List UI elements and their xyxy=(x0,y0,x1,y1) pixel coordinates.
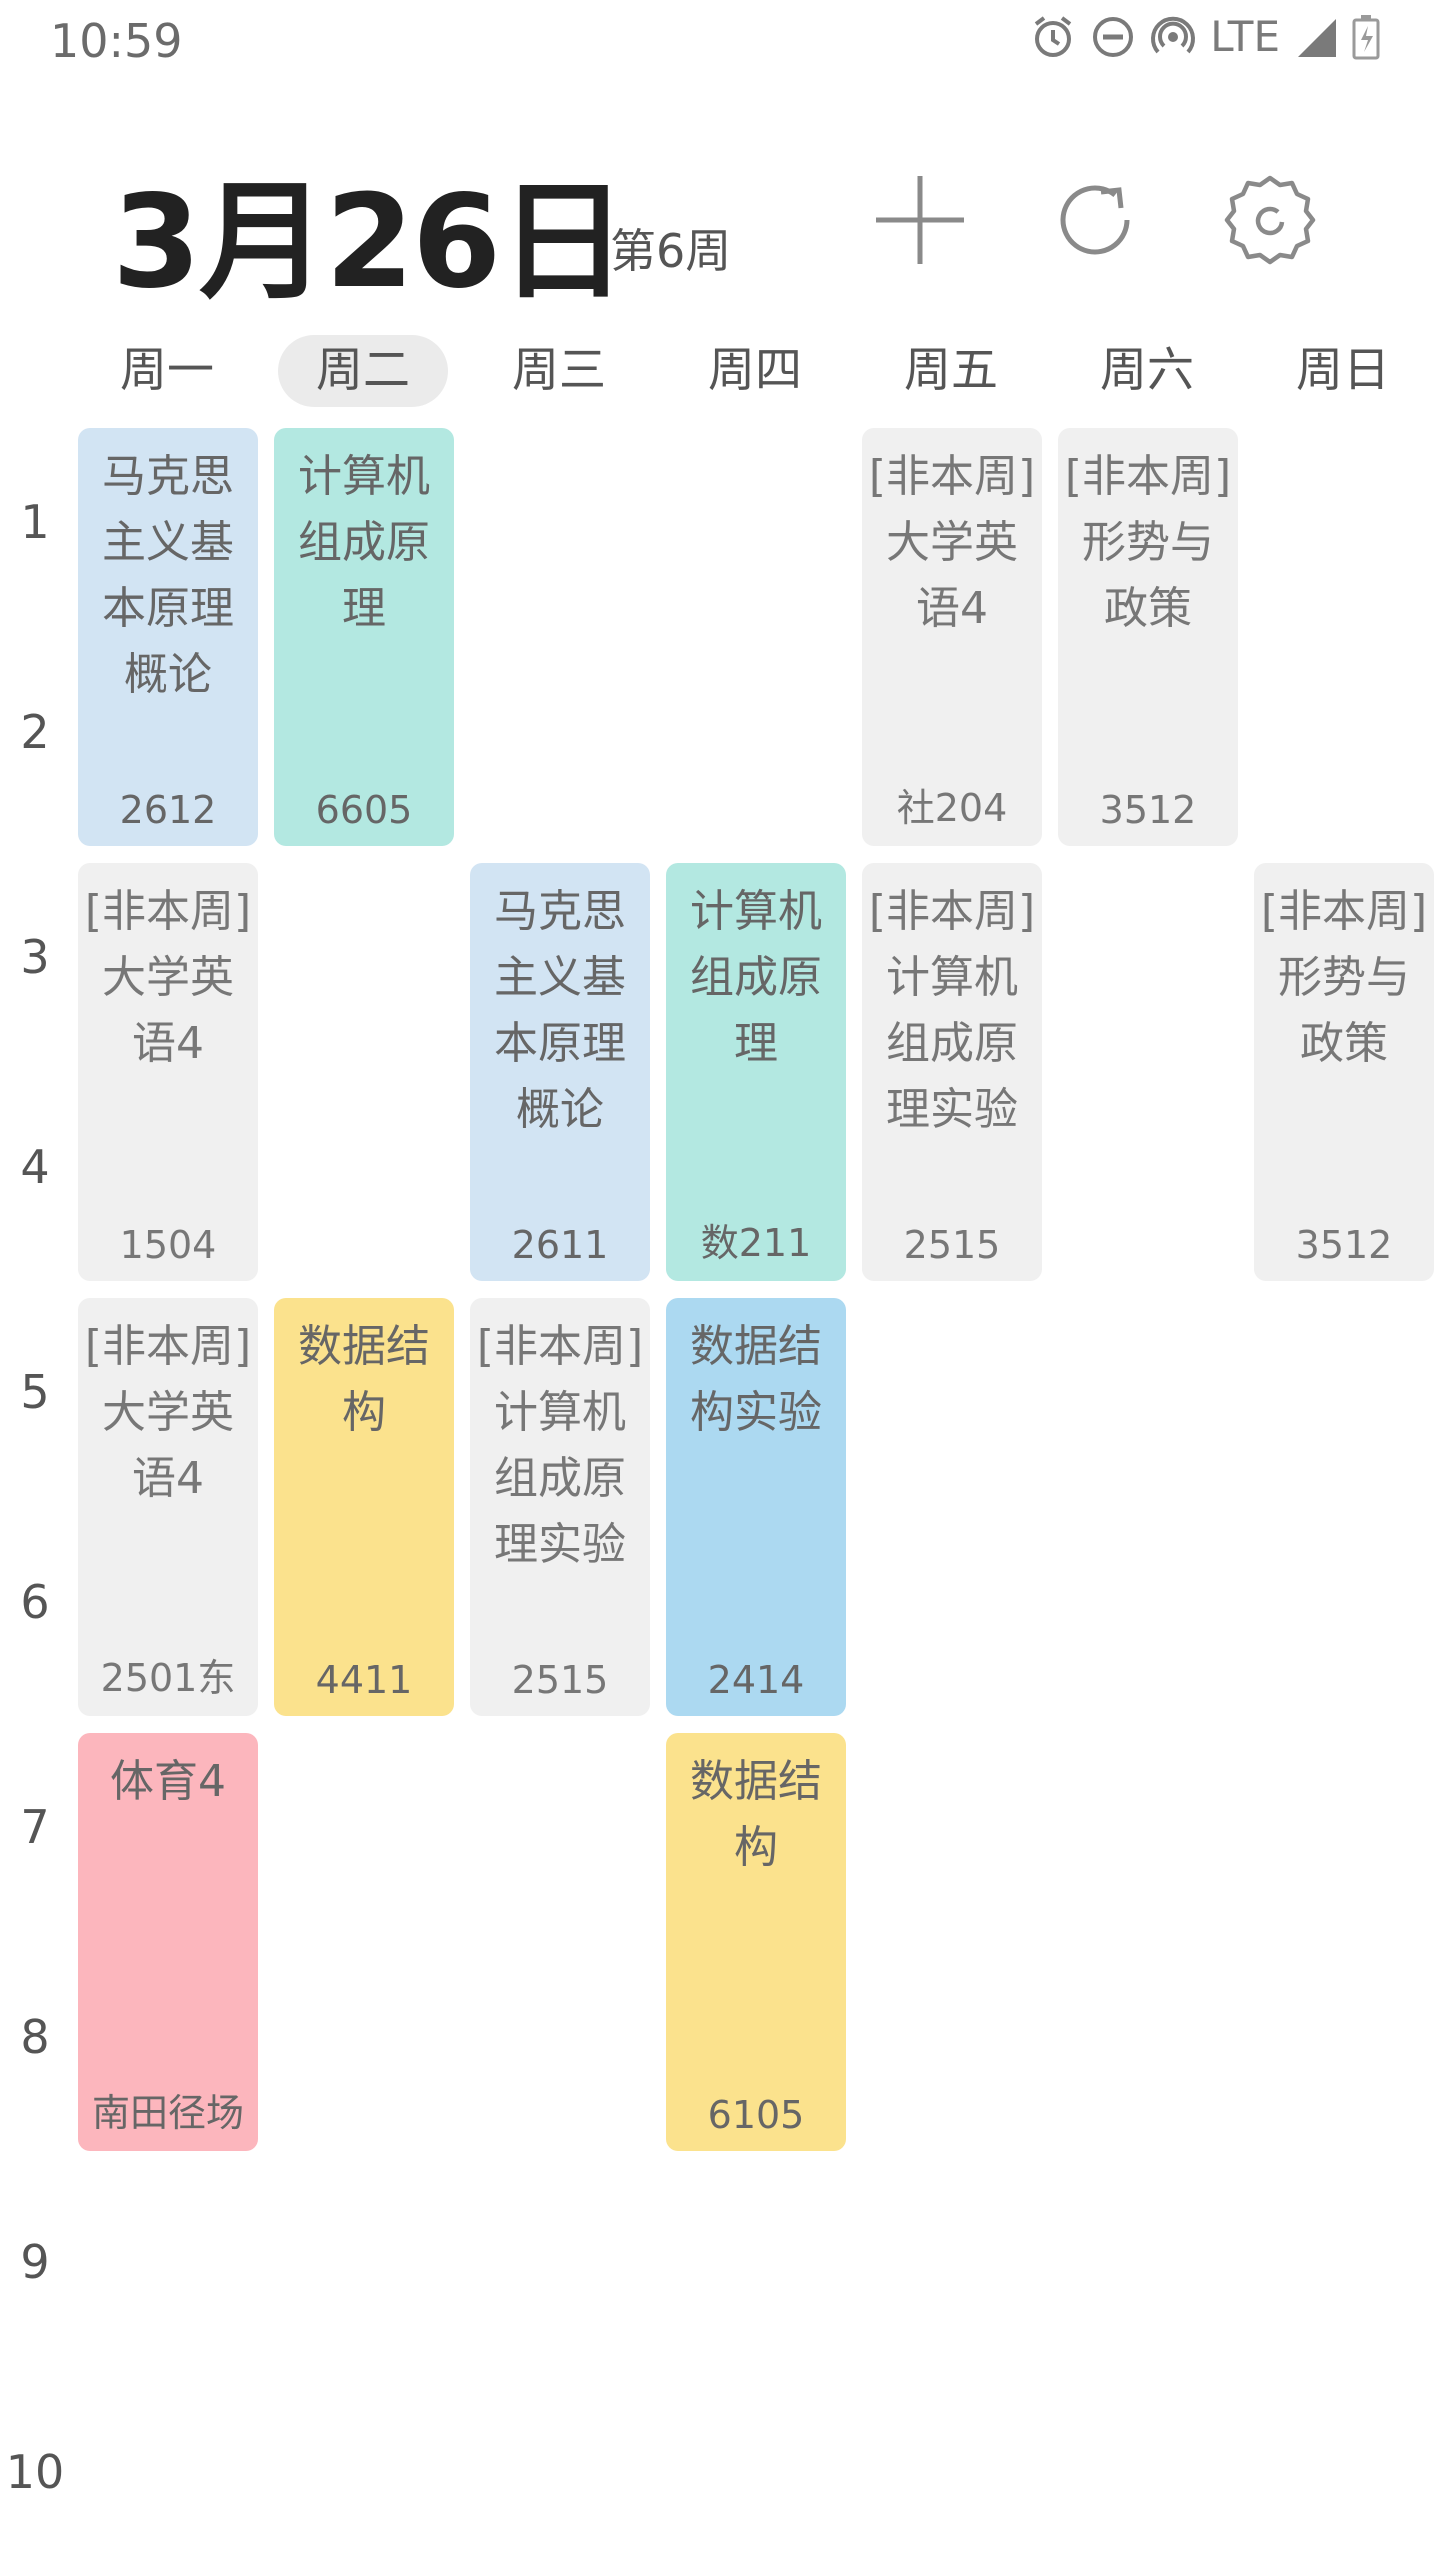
battery-icon xyxy=(1352,14,1380,59)
do-not-disturb-icon xyxy=(1093,16,1134,57)
period-number: 6 xyxy=(20,1575,50,1629)
period-number: 3 xyxy=(20,930,50,984)
course-card[interactable]: [非本周]计算机组成原理实验 2515 xyxy=(862,863,1042,1281)
settings-button[interactable] xyxy=(1215,165,1325,275)
course-card[interactable]: 计算机组成原理 数211 xyxy=(666,863,846,1281)
course-card[interactable]: [非本周]计算机组成原理实验 2515 xyxy=(470,1298,650,1716)
course-room: 数211 xyxy=(700,1221,812,1265)
period-number: 2 xyxy=(20,705,50,759)
course-name: 数据结构 xyxy=(690,1756,822,1873)
course-name: 马克思主义基本原理概论 xyxy=(494,886,626,1135)
course-room: 2611 xyxy=(511,1223,609,1267)
course-name: 数据结构 xyxy=(298,1321,430,1438)
course-card[interactable]: 体育4 南田径场 xyxy=(78,1733,258,2151)
day-header-mon[interactable]: 周一 xyxy=(120,343,214,398)
course-card[interactable]: 马克思主义基本原理概论 2612 xyxy=(78,428,258,846)
refresh-icon xyxy=(1060,185,1130,255)
course-card[interactable]: 数据结构实验 2414 xyxy=(666,1298,846,1716)
signal-icon xyxy=(1298,18,1336,57)
course-room: 6105 xyxy=(707,2093,805,2137)
course-room: 6605 xyxy=(315,788,413,832)
status-time: 10:59 xyxy=(50,14,183,68)
course-name: [非本周]大学英语4 xyxy=(84,886,252,1069)
course-name: 计算机组成原理 xyxy=(298,451,430,634)
course-name: [非本周]大学英语4 xyxy=(868,451,1036,634)
course-card[interactable]: [非本周]大学英语4 社204 xyxy=(862,428,1042,846)
course-name: 马克思主义基本原理概论 xyxy=(102,451,234,700)
course-name: [非本周]形势与政策 xyxy=(1260,886,1428,1069)
hotspot-icon xyxy=(1151,16,1196,53)
course-name: [非本周]大学英语4 xyxy=(84,1321,252,1504)
course-room: 4411 xyxy=(315,1658,413,1702)
status-bar: 10:59 LTE xyxy=(0,0,1440,84)
period-number: 9 xyxy=(20,2235,50,2289)
plus-icon xyxy=(876,176,964,264)
course-room: 2612 xyxy=(119,788,217,832)
course-room: 2414 xyxy=(707,1658,805,1702)
course-card[interactable]: 计算机组成原理 6605 xyxy=(274,428,454,846)
course-card[interactable]: 数据结构 4411 xyxy=(274,1298,454,1716)
period-number: 8 xyxy=(20,2010,50,2064)
course-room: 1504 xyxy=(119,1223,217,1267)
course-room: 2501东 xyxy=(100,1656,236,1700)
course-card[interactable]: 马克思主义基本原理概论 2611 xyxy=(470,863,650,1281)
day-header-sun[interactable]: 周日 xyxy=(1296,343,1390,398)
course-card[interactable]: [非本周]大学英语4 2501东 xyxy=(78,1298,258,1716)
day-header-sat[interactable]: 周六 xyxy=(1100,343,1194,398)
course-card[interactable]: [非本周]形势与政策 3512 xyxy=(1058,428,1238,846)
course-room: 3512 xyxy=(1099,788,1197,832)
course-name: [非本周]计算机组成原理实验 xyxy=(868,886,1036,1135)
add-course-button[interactable] xyxy=(865,165,975,275)
header-date: 3月26日 xyxy=(112,168,627,317)
status-icons: LTE xyxy=(1030,12,1380,61)
course-card[interactable]: [非本周]形势与政策 3512 xyxy=(1254,863,1434,1281)
course-card[interactable]: 数据结构 6105 xyxy=(666,1733,846,2151)
course-name: [非本周]形势与政策 xyxy=(1064,451,1232,634)
day-header-tue[interactable]: 周二 xyxy=(278,335,448,407)
period-number: 4 xyxy=(20,1140,50,1194)
period-number: 1 xyxy=(20,495,50,549)
refresh-button[interactable] xyxy=(1040,165,1150,275)
course-name: 体育4 xyxy=(110,1756,226,1807)
period-number: 10 xyxy=(5,2445,65,2499)
week-indicator: 第6周 xyxy=(610,224,732,278)
period-number: 7 xyxy=(20,1800,50,1854)
course-room: 3512 xyxy=(1295,1223,1393,1267)
day-header-thu[interactable]: 周四 xyxy=(708,343,802,398)
day-header-fri[interactable]: 周五 xyxy=(904,343,998,398)
course-room: 2515 xyxy=(511,1658,609,1702)
network-type: LTE xyxy=(1210,12,1280,61)
course-card[interactable]: [非本周]大学英语4 1504 xyxy=(78,863,258,1281)
day-header-wed[interactable]: 周三 xyxy=(512,343,606,398)
course-room: 社204 xyxy=(896,786,1008,830)
course-name: 计算机组成原理 xyxy=(690,886,822,1069)
course-name: [非本周]计算机组成原理实验 xyxy=(476,1321,644,1570)
alarm-icon xyxy=(1034,15,1072,57)
course-room: 南田径场 xyxy=(91,2091,244,2135)
course-name: 数据结构实验 xyxy=(690,1321,822,1438)
course-room: 2515 xyxy=(903,1223,1001,1267)
gear-icon xyxy=(1224,175,1316,265)
period-number: 5 xyxy=(20,1365,50,1419)
